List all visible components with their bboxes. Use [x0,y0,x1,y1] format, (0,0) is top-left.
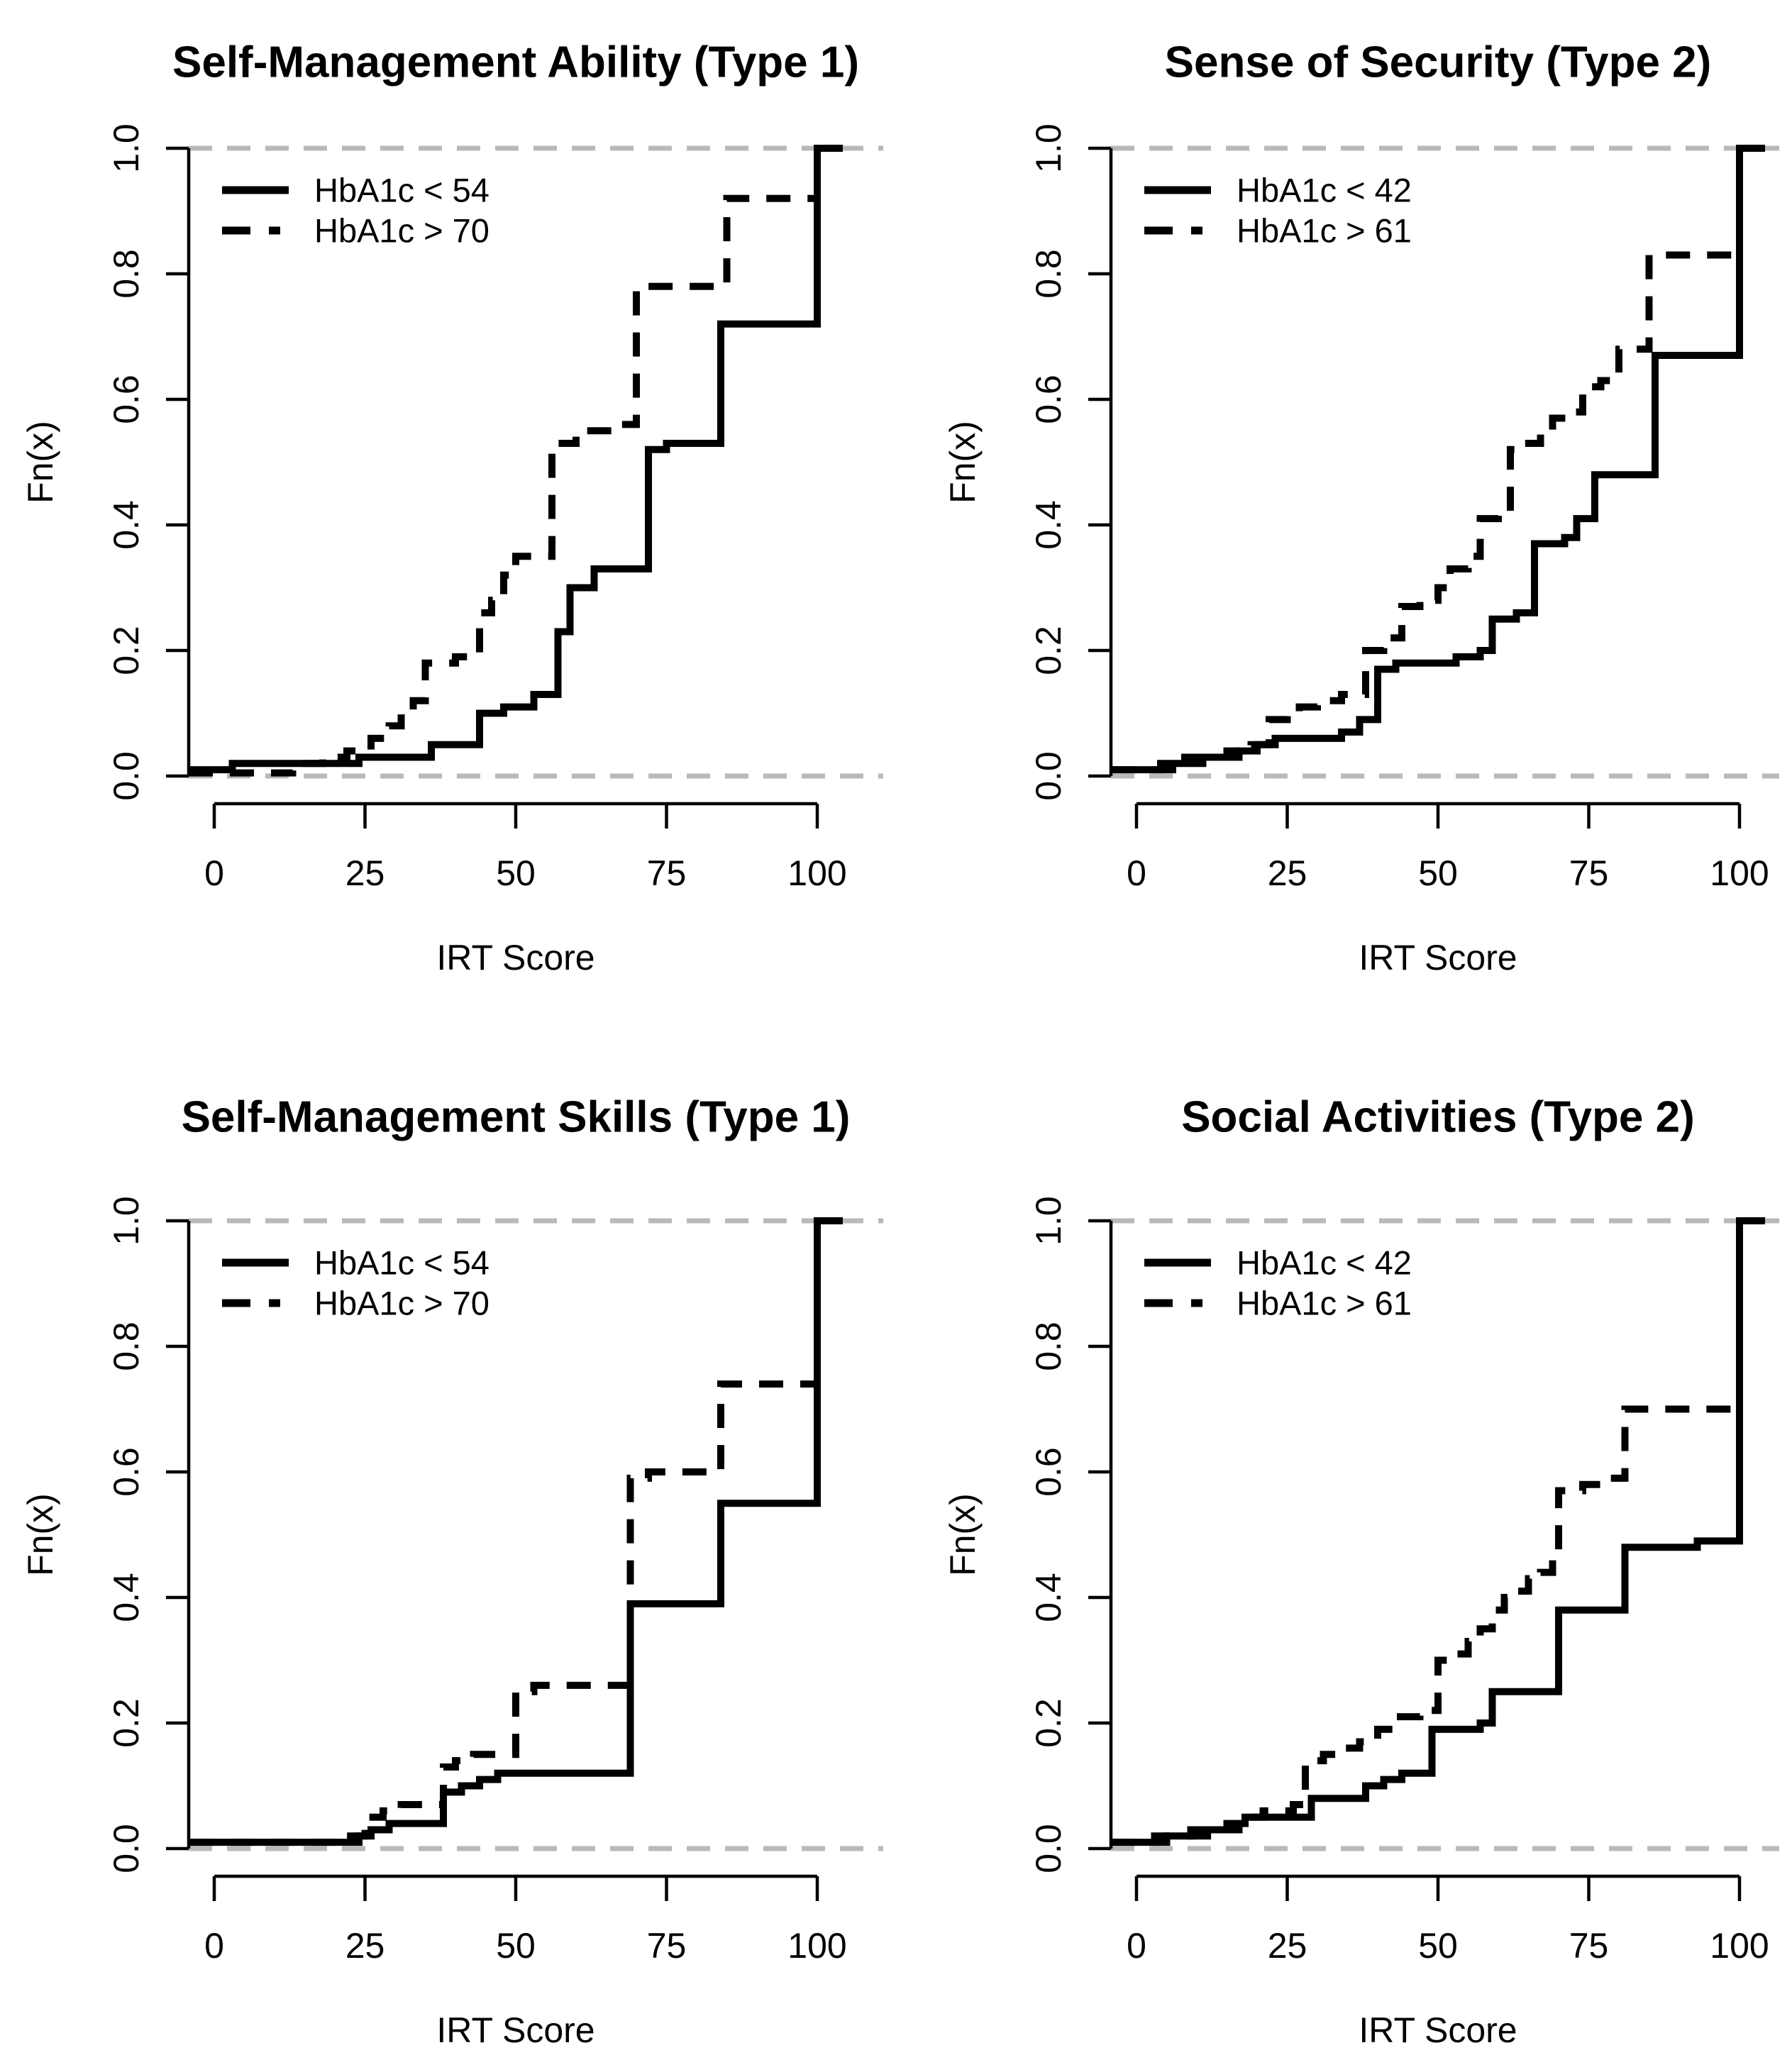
y-tick-label: 0.4 [106,1573,146,1622]
y-tick-label: 1.0 [1029,1196,1068,1246]
x-tick-label: 0 [204,1926,224,1966]
ecdf-chart-bottom-left: 0.0 0.2 0.4 0.6 0.8 1.0 0 25 50 75 100 IRT Score Fn(… [21,1093,883,2050]
x-tick-label: 0 [1127,853,1146,893]
y-tick-label: 0.0 [106,751,146,801]
ecdf-curve-dashed [189,145,843,777]
x-tick-label: 100 [1710,1926,1769,1966]
ecdf-curve-solid [1111,1217,1765,1846]
ecdf-chart-top-left: 0.0 0.2 0.4 0.6 0.8 1.0 0 25 50 75 100 IRT Score Fn(… [21,38,883,977]
x-tick-label: 25 [345,853,385,893]
y-tick-label: 0.2 [1029,1698,1068,1748]
x-tick-label: 25 [1268,853,1307,893]
ecdf-panel-bottom-left: 0.0 0.2 0.4 0.6 0.8 1.0 0 25 50 75 100 IRT Score Fn(… [0,1027,896,2055]
ecdf-curve-solid [1111,145,1765,774]
x-tick-label: 50 [496,1926,536,1966]
y-tick-label: 0.8 [106,249,146,299]
ecdf-curve-dashed [189,1217,843,1846]
x-tick-label: 25 [1268,1926,1307,1966]
chart-title: Self-Management Ability (Type 1) [172,38,859,87]
x-tick-label: 50 [1418,1926,1458,1966]
x-tick-label: 100 [787,853,846,893]
legend-label: HbA1c < 54 [314,172,490,209]
y-axis-title: Fn(x) [943,421,983,504]
x-tick-label: 75 [1569,1926,1609,1966]
ecdf-panel-top-right: 0.0 0.2 0.4 0.6 0.8 1.0 0 25 50 75 100 IRT Score Fn(… [896,0,1792,1027]
legend-label: HbA1c > 70 [314,212,490,250]
ecdf-curve-dashed [1111,145,1765,774]
ecdf-panel-top-left: 0.0 0.2 0.4 0.6 0.8 1.0 0 25 50 75 100 IRT Score Fn(… [0,0,896,1027]
y-tick-label: 0.4 [1029,1573,1068,1622]
y-tick-label: 0.4 [1029,500,1068,550]
x-axis-title: IRT Score [1359,2010,1517,2050]
chart-title: Self-Management Skills (Type 1) [182,1093,851,1142]
x-tick-label: 75 [1569,853,1609,893]
x-tick-label: 25 [345,1926,385,1966]
y-axis-title: Fn(x) [943,1493,983,1576]
x-axis-title: IRT Score [436,2010,594,2050]
x-tick-label: 100 [787,1926,846,1966]
y-tick-label: 0.8 [1029,249,1068,299]
y-tick-label: 0.2 [1029,626,1068,675]
y-tick-label: 0.0 [106,1824,146,1873]
ecdf-chart-bottom-right: 0.0 0.2 0.4 0.6 0.8 1.0 0 25 50 75 100 IRT Score Fn(… [943,1093,1779,2050]
ecdf-panel-bottom-right: 0.0 0.2 0.4 0.6 0.8 1.0 0 25 50 75 100 IRT Score Fn(… [896,1027,1792,2055]
y-tick-label: 0.0 [1029,751,1068,801]
legend-label: HbA1c < 42 [1237,1244,1412,1282]
x-tick-label: 100 [1710,853,1769,893]
y-tick-label: 0.6 [106,1447,146,1497]
legend-label: HbA1c > 61 [1237,1285,1412,1322]
y-tick-label: 1.0 [106,123,146,173]
y-tick-label: 0.4 [106,500,146,550]
x-tick-label: 50 [1418,853,1458,893]
y-axis-title: Fn(x) [21,421,60,504]
y-tick-label: 0.6 [106,375,146,424]
legend-label: HbA1c < 42 [1237,172,1412,209]
ecdf-chart-top-right: 0.0 0.2 0.4 0.6 0.8 1.0 0 25 50 75 100 IRT Score Fn(… [943,38,1779,977]
y-tick-label: 0.0 [1029,1824,1068,1873]
ecdf-curve-solid [189,145,843,774]
legend-label: HbA1c > 70 [314,1285,490,1322]
legend-label: HbA1c > 61 [1237,212,1412,250]
y-tick-label: 0.8 [106,1322,146,1371]
y-tick-label: 0.8 [1029,1322,1068,1371]
x-tick-label: 75 [647,1926,687,1966]
y-tick-label: 1.0 [1029,123,1068,173]
y-tick-label: 0.2 [106,1698,146,1748]
y-tick-label: 0.6 [1029,1447,1068,1497]
ecdf-curve-dashed [1111,1217,1765,1846]
x-tick-label: 75 [647,853,687,893]
x-tick-label: 0 [204,853,224,893]
y-tick-label: 0.6 [1029,375,1068,424]
legend-label: HbA1c < 54 [314,1244,490,1282]
chart-title: Sense of Security (Type 2) [1165,38,1712,87]
x-axis-title: IRT Score [436,938,594,977]
ecdf-curve-solid [189,1217,843,1846]
y-axis-title: Fn(x) [21,1493,60,1576]
chart-title: Social Activities (Type 2) [1181,1093,1695,1142]
y-tick-label: 0.2 [106,626,146,675]
x-tick-label: 0 [1127,1926,1146,1966]
x-tick-label: 50 [496,853,536,893]
y-tick-label: 1.0 [106,1196,146,1246]
x-axis-title: IRT Score [1359,938,1517,977]
